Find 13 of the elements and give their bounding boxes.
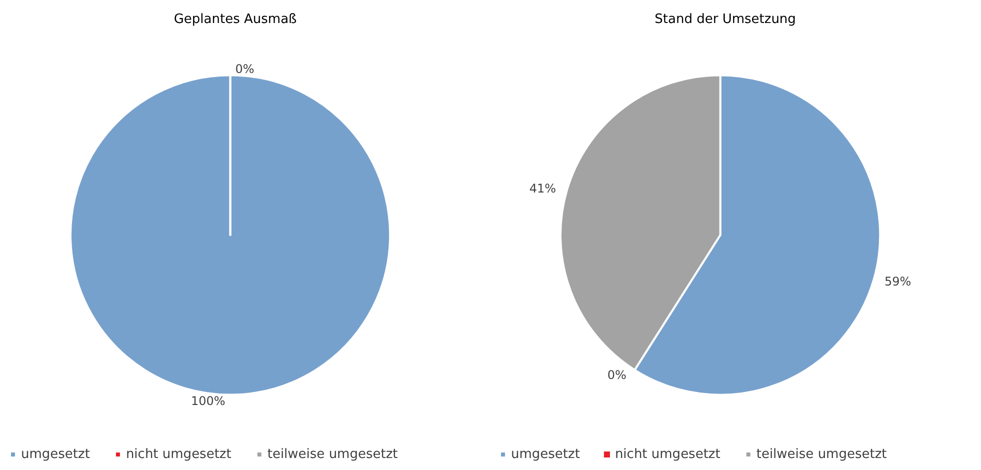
legend-label: teilweise umgesetzt (756, 447, 887, 462)
data-label: 41% (529, 182, 556, 196)
text: 0% (607, 368, 626, 382)
legend-label: umgesetzt (511, 447, 580, 462)
chart-title: Geplantes Ausmaß (174, 12, 297, 27)
legend-label: teilweise umgesetzt (267, 447, 398, 462)
data-label: 59% (884, 274, 912, 288)
legend-label: nicht umgesetzt (614, 447, 720, 462)
chart-title: Stand der Umsetzung (654, 12, 796, 27)
legend-label: nicht umgesetzt (126, 447, 232, 462)
text: 0% (235, 62, 254, 76)
legend-label: umgesetzt (21, 447, 90, 462)
data-label: 100% (190, 394, 226, 408)
